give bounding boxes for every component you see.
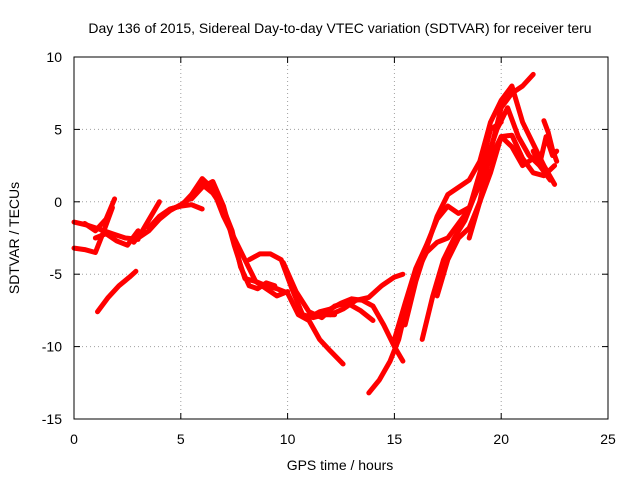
series-line-2 bbox=[71, 205, 115, 255]
x-tick-label: 20 bbox=[493, 431, 509, 447]
axis-ticks: 0 5 10 15 20 25 -15 -10 -5 0 5 10 bbox=[42, 49, 616, 447]
y-tick-label: -10 bbox=[42, 339, 62, 355]
series-line-3 bbox=[82, 196, 118, 234]
y-tick-label: -5 bbox=[50, 266, 63, 282]
x-tick-label: 0 bbox=[70, 431, 78, 447]
series-line-9 bbox=[167, 176, 291, 299]
y-tick-label: -15 bbox=[42, 411, 62, 427]
plot-frame bbox=[73, 56, 609, 420]
x-tick-label: 10 bbox=[280, 431, 296, 447]
y-tick-label: 0 bbox=[54, 194, 62, 210]
chart-title: Day 136 of 2015, Sidereal Day-to-day VTE… bbox=[88, 20, 591, 36]
series-line-4 bbox=[92, 228, 141, 248]
series-line-14 bbox=[327, 271, 406, 318]
data-series bbox=[71, 71, 560, 396]
x-tick-label: 15 bbox=[387, 431, 403, 447]
series-line-19 bbox=[434, 132, 558, 299]
y-tick-label: 5 bbox=[54, 121, 62, 137]
y-tick-label: 10 bbox=[46, 49, 62, 65]
series-line-20 bbox=[466, 71, 536, 241]
y-axis-label: SDTVAR / TECUs bbox=[6, 182, 22, 294]
x-axis-label: GPS time / hours bbox=[287, 457, 394, 473]
x-tick-label: 25 bbox=[600, 431, 616, 447]
series-line-5 bbox=[95, 268, 139, 315]
series-line-17 bbox=[402, 83, 558, 328]
x-tick-label: 5 bbox=[177, 431, 185, 447]
series-line-22 bbox=[541, 118, 560, 164]
series-line-10 bbox=[189, 179, 346, 367]
